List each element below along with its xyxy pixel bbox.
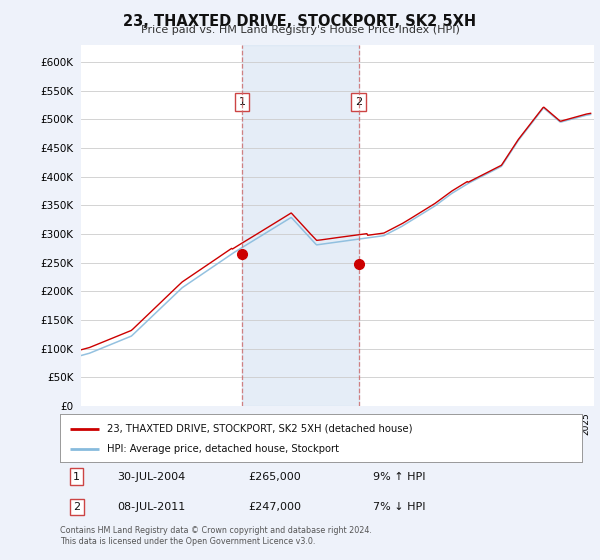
Bar — [242, 45, 359, 406]
Text: Price paid vs. HM Land Registry's House Price Index (HPI): Price paid vs. HM Land Registry's House … — [140, 25, 460, 35]
Text: Contains HM Land Registry data © Crown copyright and database right 2024.
This d: Contains HM Land Registry data © Crown c… — [60, 526, 372, 546]
Text: 2: 2 — [355, 97, 362, 107]
Text: 30-JUL-2004: 30-JUL-2004 — [118, 472, 185, 482]
Text: HPI: Average price, detached house, Stockport: HPI: Average price, detached house, Stoc… — [107, 444, 339, 454]
Text: 23, THAXTED DRIVE, STOCKPORT, SK2 5XH: 23, THAXTED DRIVE, STOCKPORT, SK2 5XH — [124, 14, 476, 29]
Text: 23, THAXTED DRIVE, STOCKPORT, SK2 5XH (detached house): 23, THAXTED DRIVE, STOCKPORT, SK2 5XH (d… — [107, 424, 412, 433]
Text: £247,000: £247,000 — [248, 502, 301, 512]
Text: 9% ↑ HPI: 9% ↑ HPI — [373, 472, 426, 482]
Text: 1: 1 — [73, 472, 80, 482]
Text: 08-JUL-2011: 08-JUL-2011 — [118, 502, 185, 512]
Text: £265,000: £265,000 — [248, 472, 301, 482]
Text: 7% ↓ HPI: 7% ↓ HPI — [373, 502, 426, 512]
Text: 1: 1 — [238, 97, 245, 107]
Text: 2: 2 — [73, 502, 80, 512]
